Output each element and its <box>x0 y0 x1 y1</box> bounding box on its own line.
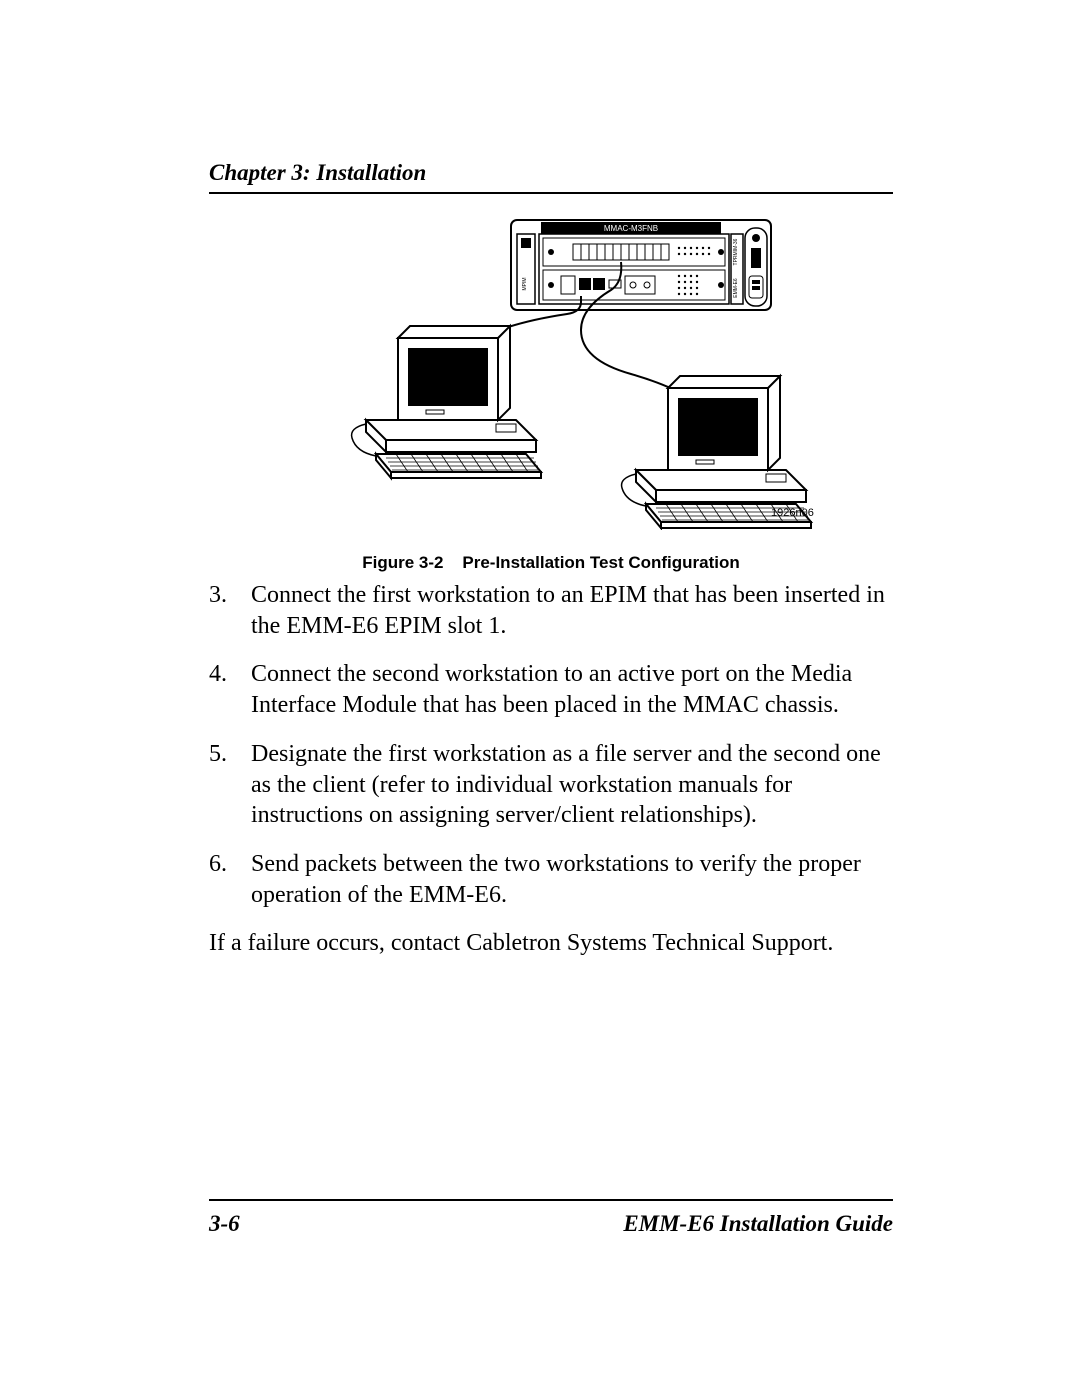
step-5: Designate the first workstation as a fil… <box>209 739 893 831</box>
instruction-list: Connect the first workstation to an EPIM… <box>209 580 893 910</box>
page-number: 3-6 <box>209 1211 240 1237</box>
page-header: Chapter 3: Installation <box>209 160 893 194</box>
page-footer: 3-6 EMM-E6 Installation Guide <box>209 1199 893 1237</box>
test-configuration-diagram: MMAC-M3FNB MPIM <box>281 210 821 530</box>
svg-text:EMM-E6: EMM-E6 <box>733 278 739 298</box>
step-3: Connect the first workstation to an EPIM… <box>209 580 893 641</box>
figure-caption-label: Figure 3-2 <box>362 553 443 572</box>
chassis-top-label: MMAC-M3FNB <box>604 224 658 233</box>
chapter-label: Chapter 3: <box>209 160 311 185</box>
svg-text:TPRMIM-36: TPRMIM-36 <box>733 238 739 265</box>
figure: MMAC-M3FNB MPIM <box>209 210 893 573</box>
figure-caption: Figure 3-2 Pre-Installation Test Configu… <box>209 553 893 573</box>
body-text: Connect the first workstation to an EPIM… <box>209 580 893 959</box>
guide-title: EMM-E6 Installation Guide <box>623 1211 893 1237</box>
chapter-heading: Chapter 3: Installation <box>209 160 893 194</box>
figure-id: 1926n06 <box>771 507 814 519</box>
svg-text:MPIM: MPIM <box>522 277 528 290</box>
figure-caption-text: Pre-Installation Test Configuration <box>462 553 739 572</box>
step-4: Connect the second workstation to an act… <box>209 659 893 720</box>
workstation-left-icon <box>352 326 541 478</box>
workstation-right-icon <box>622 376 811 528</box>
chapter-title: Installation <box>316 160 426 185</box>
step-6: Send packets between the two workstation… <box>209 849 893 910</box>
closing-note: If a failure occurs, contact Cabletron S… <box>209 928 893 959</box>
page: Chapter 3: Installation MMAC-M3FNB MPIM <box>0 0 1080 1397</box>
